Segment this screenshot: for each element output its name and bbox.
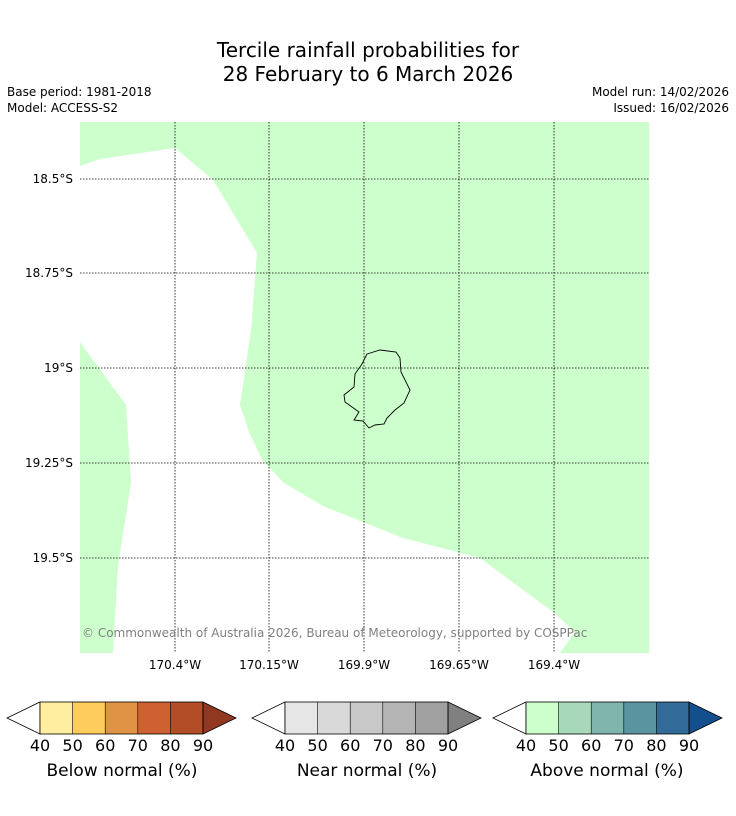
colorbar-tick-label: 80 [160,736,180,755]
lon-label: 170.15°W [239,658,299,672]
lat-label: 19°S [44,361,73,375]
lon-label: 169.9°W [338,658,390,672]
colorbar-tick-label: 70 [128,736,148,755]
base-period: Base period: 1981-2018 [7,85,152,99]
lon-label: 169.4°W [528,658,580,672]
latitude-labels: 18.5°S 18.75°S 19°S 19.25°S 19.5°S [25,172,73,565]
colorbar-segment [415,702,448,734]
model-run: Model run: 14/02/2026 [591,85,729,99]
colorbar-tick-label: 80 [646,736,666,755]
colorbar-tick-label: 90 [193,736,213,755]
copyright-notice: © Commonwealth of Australia 2026, Bureau… [82,626,587,640]
colorbar-tick-label: 60 [340,736,360,755]
colorbar-segment [382,702,416,734]
colorbar-outline [39,701,204,735]
colorbars: 40 50 60 70 80 90 40 50 60 70 80 90 40 50 60 70 80 90 [6,701,723,755]
colorbar-tick-label: 90 [438,736,458,755]
colorbar-segment [591,702,624,734]
colorbar-segment [317,702,351,734]
colorbar-segment [105,702,138,734]
shaded-regions [80,122,649,653]
meta-left: Base period: 1981-2018 Model: ACCESS-S2 [7,84,152,116]
below-normal-colorbar: 40 50 60 70 80 90 [6,701,237,755]
colorbar-under-extension [6,701,41,735]
above-normal-region-west [80,342,131,653]
colorbar-segment [72,702,106,734]
colorbar-segment [137,702,171,734]
title-line-1: Tercile rainfall probabilities for [216,38,520,62]
lon-label: 169.65°W [429,658,489,672]
title-line-2: 28 February to 6 March 2026 [222,62,514,86]
colorbar-tick-label: 50 [548,736,568,755]
near-normal-label: Near normal (%) [296,761,438,781]
map-title: Tercile rainfall probabilities for 28 Fe… [0,38,736,86]
colorbar-segment [558,702,592,734]
longitude-labels: 170.4°W 170.15°W 169.9°W 169.65°W 169.4°… [149,658,580,672]
colorbar-outline [284,701,449,735]
colorbar-tick-label: 90 [679,736,699,755]
colorbar-tick-label: 40 [516,736,536,755]
colorbar-tick-label: 40 [275,736,295,755]
colorbar-tick-label: 70 [373,736,393,755]
lat-label: 18.75°S [25,266,73,280]
colorbar-segment [40,702,73,734]
colorbar-under-extension [492,701,527,735]
above-normal-region-main [80,122,649,653]
colorbar-over-extension [447,701,482,735]
colorbar-segment [526,702,559,734]
colorbar-over-extension [202,701,237,735]
meta-right: Model run: 14/02/2026 Issued: 16/02/2026 [592,84,729,116]
near-normal-colorbar: 40 50 60 70 80 90 [251,701,482,755]
colorbar-under-extension [251,701,286,735]
lat-label: 18.5°S [33,172,73,186]
colorbar-tick-label: 60 [581,736,601,755]
above-normal-colorbar: 40 50 60 70 80 90 [492,701,723,755]
colorbar-segment [656,702,689,734]
colorbar-tick-label: 70 [614,736,634,755]
issued-date: Issued: 16/02/2026 [613,101,729,115]
colorbar-segment [170,702,203,734]
above-normal-label: Above normal (%) [530,761,684,781]
niue-island-outline [343,349,411,429]
colorbar-outline [525,701,690,735]
colorbar-tick-label: 80 [405,736,425,755]
model-name: Model: ACCESS-S2 [7,101,119,115]
colorbar-over-extension [688,701,723,735]
colorbar-tick-label: 40 [30,736,50,755]
colorbar-segment [350,702,383,734]
colorbar-segment [285,702,318,734]
below-normal-label: Below normal (%) [46,761,198,781]
lat-label: 19.25°S [25,456,73,470]
colorbar-segment [623,702,657,734]
lon-label: 170.4°W [149,658,201,672]
colorbar-tick-label: 50 [307,736,327,755]
lat-label: 19.5°S [33,551,73,565]
colorbar-tick-label: 60 [95,736,115,755]
graticule [80,122,649,653]
colorbar-tick-label: 50 [62,736,82,755]
